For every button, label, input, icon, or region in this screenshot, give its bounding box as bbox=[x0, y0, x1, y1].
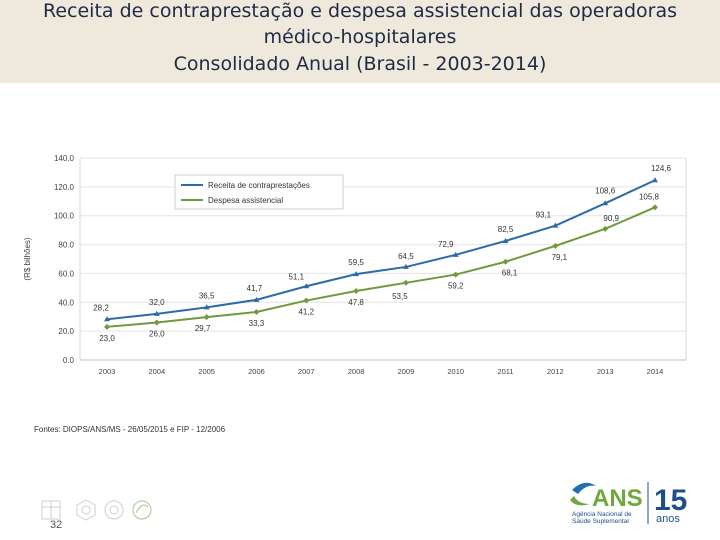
data-label: 53,5 bbox=[392, 292, 408, 301]
data-point bbox=[253, 308, 260, 315]
x-tick-label: 2013 bbox=[597, 367, 614, 376]
decorative-icons bbox=[41, 499, 152, 521]
data-label: 90,9 bbox=[603, 214, 619, 223]
data-label: 68,1 bbox=[502, 269, 518, 278]
data-point bbox=[353, 288, 360, 295]
data-label: 41,2 bbox=[298, 308, 314, 317]
legend bbox=[174, 174, 344, 210]
data-point bbox=[303, 297, 310, 304]
title-line-2: médico-hospitalares bbox=[263, 26, 457, 48]
title-line-3: Consolidado Anual (Brasil - 2003-2014) bbox=[173, 53, 547, 75]
source-note: Fontes: DIOPS/ANS/MS - 26/05/2015 e FIP … bbox=[34, 425, 226, 434]
data-point bbox=[602, 200, 609, 206]
data-point bbox=[104, 323, 110, 330]
data-label: 23,0 bbox=[99, 334, 115, 343]
anniversary-word: anos bbox=[656, 513, 680, 525]
ans-subtext-2: Saúde Suplementar bbox=[572, 518, 630, 525]
data-point bbox=[203, 304, 210, 310]
data-point bbox=[153, 319, 160, 326]
x-tick-label: 2003 bbox=[99, 367, 116, 376]
data-point bbox=[402, 263, 409, 269]
data-label: 41,7 bbox=[247, 284, 263, 293]
data-point bbox=[104, 316, 110, 322]
data-point bbox=[253, 296, 260, 302]
series-line bbox=[106, 179, 656, 321]
data-label: 36,5 bbox=[199, 291, 215, 300]
series-line bbox=[106, 206, 656, 328]
data-point bbox=[353, 271, 360, 277]
x-tick-label: 2011 bbox=[497, 367, 513, 376]
building-icon bbox=[41, 500, 61, 520]
data-label: 124,6 bbox=[651, 164, 672, 173]
data-label: 33,3 bbox=[249, 319, 265, 328]
data-label: 26,0 bbox=[149, 329, 165, 338]
data-label: 47,8 bbox=[348, 298, 364, 307]
y-tick-label: 120.0 bbox=[54, 183, 75, 192]
y-tick-label: 20.0 bbox=[58, 327, 74, 336]
x-tick-label: 2009 bbox=[398, 367, 415, 376]
data-point bbox=[452, 251, 459, 257]
data-point bbox=[652, 177, 658, 183]
x-tick-label: 2008 bbox=[348, 367, 365, 376]
data-label: 59,5 bbox=[348, 258, 364, 267]
x-tick-label: 2007 bbox=[298, 367, 315, 376]
data-label: 82,5 bbox=[498, 225, 514, 234]
title-line-1: Receita de contraprestação e despesa ass… bbox=[43, 0, 677, 22]
data-label: 72,9 bbox=[438, 240, 454, 249]
legend-label: Receita de contraprestações bbox=[208, 181, 310, 190]
y-tick-label: 0.0 bbox=[63, 356, 75, 365]
ans-swoosh-icon bbox=[570, 482, 596, 506]
y-tick-label: 80.0 bbox=[58, 241, 74, 250]
data-label: 51,1 bbox=[288, 272, 304, 281]
data-point bbox=[552, 222, 559, 228]
data-point bbox=[502, 258, 509, 265]
ans-logo-text: ANS bbox=[592, 485, 643, 512]
y-tick-label: 40.0 bbox=[58, 298, 74, 307]
x-tick-label: 2012 bbox=[547, 367, 564, 376]
x-tick-label: 2010 bbox=[447, 367, 464, 376]
x-tick-label: 2004 bbox=[148, 367, 165, 376]
ans-logo: ANS Agência Nacional de Saúde Suplementa… bbox=[570, 482, 687, 525]
x-tick-label: 2005 bbox=[198, 367, 215, 376]
data-label: 32,0 bbox=[149, 298, 165, 307]
data-point bbox=[452, 271, 459, 278]
data-point bbox=[303, 283, 310, 289]
data-label: 28,2 bbox=[93, 303, 109, 312]
data-point bbox=[552, 242, 559, 249]
y-tick-label: 140.0 bbox=[54, 154, 75, 163]
data-label: 29,7 bbox=[195, 324, 211, 333]
data-point bbox=[153, 310, 160, 316]
y-axis-label: (R$ bilhões) bbox=[23, 237, 32, 280]
y-tick-label: 60.0 bbox=[58, 269, 74, 278]
x-tick-label: 2006 bbox=[248, 367, 265, 376]
data-label: 105,8 bbox=[639, 192, 660, 201]
ans-subtext-1: Agência Nacional de bbox=[572, 511, 632, 518]
title-banner: Receita de contraprestação e despesa ass… bbox=[0, 0, 720, 83]
y-tick-label: 100.0 bbox=[54, 212, 75, 221]
anniversary-number: 15 bbox=[654, 484, 687, 517]
legend-label: Despesa assistencial bbox=[208, 196, 283, 205]
page-number: 32 bbox=[50, 519, 63, 531]
data-label: 79,1 bbox=[552, 253, 568, 262]
plot-area bbox=[79, 157, 687, 361]
x-tick-label: 2014 bbox=[647, 367, 664, 376]
data-point bbox=[502, 237, 509, 243]
data-label: 59,2 bbox=[448, 282, 464, 291]
leaf-icon bbox=[132, 500, 152, 520]
data-point bbox=[203, 314, 210, 321]
data-point bbox=[602, 225, 609, 232]
data-label: 108,6 bbox=[595, 186, 616, 195]
data-label: 64,5 bbox=[398, 252, 414, 261]
hexagon-icon bbox=[76, 499, 96, 521]
data-label: 93,1 bbox=[536, 211, 552, 220]
gear-icon bbox=[104, 500, 124, 520]
data-point bbox=[652, 204, 658, 211]
data-point bbox=[402, 279, 409, 286]
